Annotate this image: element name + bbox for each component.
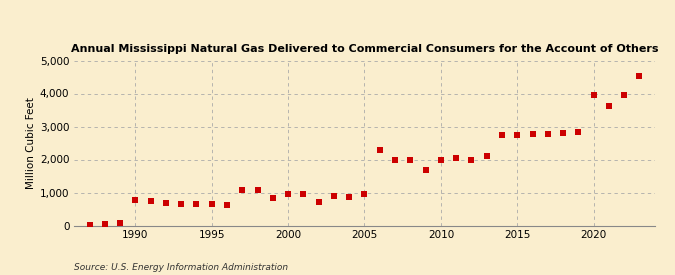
Point	[115, 221, 126, 225]
Point	[405, 158, 416, 162]
Point	[329, 194, 340, 198]
Point	[375, 147, 385, 152]
Point	[588, 93, 599, 97]
Point	[298, 192, 308, 197]
Point	[543, 132, 554, 136]
Point	[344, 195, 354, 199]
Title: Annual Mississippi Natural Gas Delivered to Commercial Consumers for the Account: Annual Mississippi Natural Gas Delivered…	[71, 44, 658, 54]
Point	[176, 202, 186, 206]
Point	[84, 222, 95, 227]
Point	[252, 188, 263, 192]
Point	[313, 200, 324, 204]
Point	[451, 155, 462, 160]
Point	[191, 202, 202, 206]
Point	[237, 187, 248, 192]
Point	[145, 199, 156, 204]
Point	[207, 202, 217, 207]
Point	[634, 73, 645, 78]
Point	[527, 131, 538, 136]
Point	[359, 192, 370, 196]
Point	[389, 158, 400, 163]
Point	[99, 222, 110, 226]
Point	[481, 153, 492, 158]
Point	[619, 93, 630, 97]
Point	[573, 130, 584, 134]
Point	[221, 203, 232, 208]
Point	[466, 157, 477, 162]
Point	[161, 201, 171, 205]
Point	[283, 192, 294, 196]
Point	[497, 133, 508, 138]
Point	[267, 196, 278, 200]
Y-axis label: Million Cubic Feet: Million Cubic Feet	[26, 97, 36, 189]
Point	[130, 198, 141, 202]
Text: Source: U.S. Energy Information Administration: Source: U.S. Energy Information Administ…	[74, 263, 288, 272]
Point	[558, 131, 568, 135]
Point	[603, 103, 614, 108]
Point	[512, 133, 522, 137]
Point	[421, 168, 431, 172]
Point	[435, 157, 446, 162]
